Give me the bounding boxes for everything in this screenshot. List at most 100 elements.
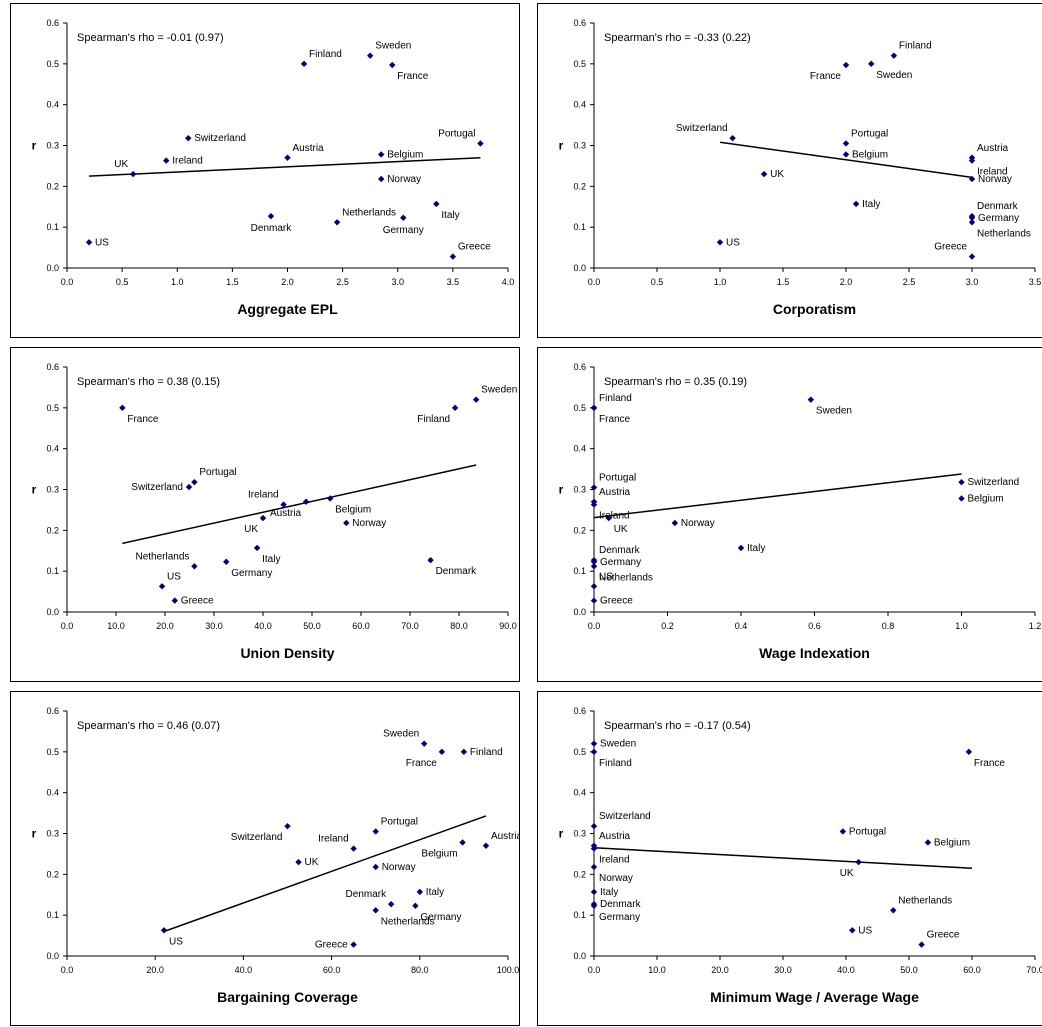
x-tick-label: 30.0 — [205, 621, 223, 631]
x-tick-label: 0.0 — [588, 277, 601, 287]
data-point-label: Germany — [599, 912, 640, 923]
x-tick-label: 0.0 — [588, 965, 601, 975]
data-point-label: UK — [614, 524, 628, 535]
y-tick-label: 0.1 — [573, 566, 586, 576]
x-tick-label: 100.0 — [497, 965, 520, 975]
data-point-label: Italy — [862, 199, 880, 210]
chart-panel: 0.0 20.0 40.0 60.0 80.0 100.0 0.0 0.1 0.2 0.3 0.4 0… — [10, 691, 520, 1026]
data-point-marker — [958, 495, 965, 502]
x-tick-label: 0.6 — [808, 621, 821, 631]
y-tick-label: 0.1 — [46, 910, 59, 920]
scatter-chart: 0.0 0.2 0.4 0.6 0.8 1.0 1.2 0.0 0.1 0.2 0.3 0.4 0.5 0… — [537, 347, 1042, 682]
x-tick-label: 60.0 — [352, 621, 370, 631]
spearman-annotation: Spearman's rho = 0.38 (0.15) — [77, 376, 220, 388]
data-point-marker — [333, 219, 341, 226]
data-point-label: Denmark — [599, 545, 641, 556]
data-point-marker — [737, 544, 745, 552]
data-point-marker — [280, 501, 287, 508]
data-point-label: France — [406, 758, 438, 769]
data-point-marker — [119, 404, 126, 412]
x-tick-label: 3.0 — [391, 277, 404, 287]
x-tick-label: 2.0 — [840, 277, 853, 287]
data-point-label: Belgium — [387, 149, 423, 160]
y-tick-label: 0.6 — [573, 706, 586, 716]
data-point-marker — [451, 404, 459, 412]
x-axis-title: Aggregate EPL — [237, 301, 338, 317]
data-point-label: France — [127, 414, 159, 425]
data-point-label: Germany — [420, 912, 461, 923]
spearman-annotation: Spearman's rho = 0.35 (0.19) — [604, 376, 747, 388]
data-point-marker — [842, 140, 850, 147]
x-tick-label: 50.0 — [303, 621, 321, 631]
data-point-marker — [163, 157, 170, 164]
data-point-label: Switzerland — [231, 832, 283, 843]
data-point-marker — [890, 907, 897, 914]
data-point-label: Netherlands — [599, 572, 653, 583]
trend-line — [719, 141, 973, 179]
x-tick-label: 4.0 — [502, 277, 515, 287]
x-tick-label: 70.0 — [1026, 965, 1042, 975]
data-point-label: Norway — [382, 862, 416, 873]
y-tick-label: 0.2 — [573, 181, 586, 191]
data-point-label: Ireland — [599, 511, 630, 522]
x-tick-label: 10.0 — [648, 965, 666, 975]
chart-frame — [10, 3, 520, 338]
data-point-label: Switzerland — [194, 133, 246, 144]
data-point-label: Belgium — [335, 504, 371, 515]
data-point-label: France — [974, 758, 1006, 769]
y-tick-label: 0.2 — [46, 525, 59, 535]
data-point-label: Finland — [417, 414, 450, 425]
x-tick-label: 60.0 — [963, 965, 981, 975]
y-tick-label: 0.6 — [573, 362, 586, 372]
data-point-label: UK — [840, 868, 854, 879]
y-tick-label: 0.3 — [46, 485, 59, 495]
data-point-label: Italy — [600, 887, 618, 898]
chart-panel: 0.0 10.0 20.0 30.0 40.0 50.0 60.0 70.0 80.0 90.0 0… — [10, 347, 520, 682]
chart-panel: 0.0 0.5 1.0 1.5 2.0 2.5 3.0 3.5 0.0 0.1 0.2 0.3 0.4 0… — [537, 3, 1042, 338]
y-tick-label: 0.5 — [46, 403, 59, 413]
data-point-label: Greece — [315, 940, 348, 951]
y-tick-label: 0.0 — [46, 607, 59, 617]
y-axis-title: r — [32, 139, 37, 153]
y-tick-label: 0.5 — [46, 59, 59, 69]
data-point-marker — [958, 478, 965, 486]
y-tick-label: 0.0 — [573, 607, 586, 617]
y-tick-label: 0.6 — [46, 362, 59, 372]
data-point-label: Ireland — [599, 855, 630, 866]
data-point-label: Austria — [599, 831, 631, 842]
data-point-label: Denmark — [600, 899, 642, 910]
x-axis-title: Bargaining Coverage — [217, 989, 358, 1005]
data-point-label: Denmark — [436, 566, 478, 577]
data-point-marker — [590, 748, 598, 756]
data-point-label: US — [858, 925, 872, 936]
data-point-label: Denmark — [251, 223, 293, 234]
chart-panel: 0.0 0.2 0.4 0.6 0.8 1.0 1.2 0.0 0.1 0.2 0.3 0.4 0.5 0… — [537, 347, 1042, 682]
data-point-label: Switzerland — [131, 482, 183, 493]
x-axis-title: Minimum Wage / Average Wage — [710, 989, 919, 1005]
x-tick-label: 2.5 — [903, 277, 916, 287]
x-tick-label: 90.0 — [499, 621, 517, 631]
x-tick-label: 70.0 — [401, 621, 419, 631]
data-point-label: Norway — [352, 518, 386, 529]
y-axis-title: r — [32, 827, 37, 841]
x-tick-label: 1.0 — [714, 277, 727, 287]
data-point-label: Portugal — [199, 467, 236, 478]
data-point-label: US — [599, 571, 613, 582]
data-point-marker — [590, 583, 598, 590]
data-point-label: Netherlands — [381, 916, 435, 927]
y-tick-label: 0.5 — [573, 59, 586, 69]
data-point-label: Netherlands — [977, 228, 1031, 239]
data-point-label: Switzerland — [599, 811, 651, 822]
data-point-label: Greece — [600, 596, 633, 607]
data-point-label: Sweden — [816, 406, 852, 417]
x-tick-label: 1.2 — [1029, 621, 1042, 631]
data-point-label: France — [599, 414, 631, 425]
data-point-marker — [378, 151, 385, 158]
data-point-marker — [191, 478, 198, 486]
data-point-marker — [449, 253, 457, 260]
trend-line — [593, 847, 973, 869]
data-point-marker — [968, 253, 976, 260]
x-tick-label: 2.5 — [336, 277, 349, 287]
x-tick-label: 1.5 — [226, 277, 239, 287]
data-point-marker — [366, 52, 374, 59]
